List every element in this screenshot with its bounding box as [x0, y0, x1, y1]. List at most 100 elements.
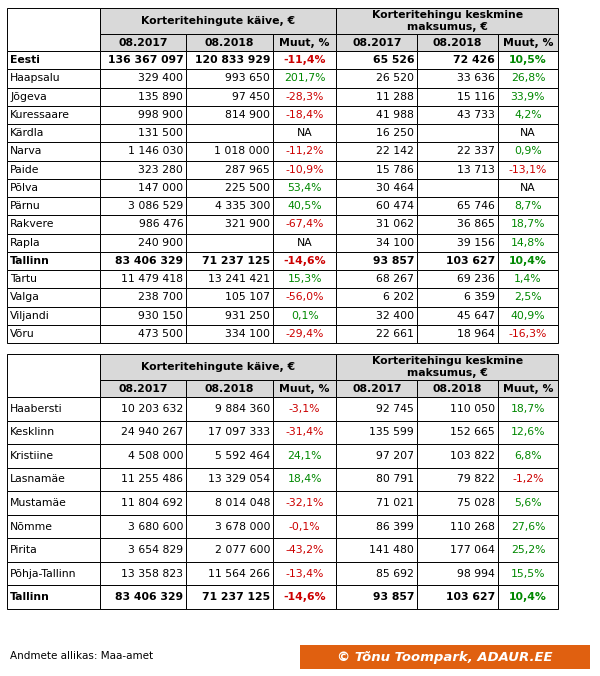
Bar — [417, 160, 498, 178]
Text: 201,7%: 201,7% — [284, 74, 325, 83]
Bar — [273, 562, 337, 585]
Bar — [187, 515, 273, 538]
Text: 18,4%: 18,4% — [287, 475, 322, 485]
Bar — [273, 515, 337, 538]
Bar — [100, 354, 337, 380]
Bar — [7, 538, 100, 562]
Text: Muut, %: Muut, % — [503, 383, 553, 393]
Text: 97 207: 97 207 — [376, 451, 414, 461]
Bar — [7, 178, 100, 197]
Text: 16 250: 16 250 — [376, 128, 414, 138]
Text: 36 865: 36 865 — [457, 220, 495, 229]
Text: 141 480: 141 480 — [370, 545, 414, 555]
Text: Paide: Paide — [10, 165, 40, 174]
Text: 86 399: 86 399 — [376, 522, 414, 531]
Bar — [187, 397, 273, 420]
Bar — [417, 380, 498, 397]
Text: Haapsalu: Haapsalu — [10, 74, 61, 83]
Text: Viljandi: Viljandi — [10, 311, 50, 320]
Bar — [337, 562, 417, 585]
Text: 27,6%: 27,6% — [511, 522, 545, 531]
Text: 1 146 030: 1 146 030 — [128, 147, 184, 156]
Bar — [498, 397, 558, 420]
Bar — [273, 585, 337, 609]
Text: 993 650: 993 650 — [225, 74, 270, 83]
Text: 103 627: 103 627 — [446, 256, 495, 266]
Text: 18,7%: 18,7% — [511, 220, 545, 229]
Text: 986 476: 986 476 — [139, 220, 184, 229]
Bar — [498, 306, 558, 324]
Bar — [498, 197, 558, 215]
Text: Kristiine: Kristiine — [10, 451, 54, 461]
Bar — [337, 105, 417, 124]
Text: Pirita: Pirita — [10, 545, 38, 555]
Bar — [498, 51, 558, 69]
Bar — [417, 105, 498, 124]
Bar — [7, 468, 100, 491]
Text: 11 804 692: 11 804 692 — [121, 498, 184, 508]
Text: 15,3%: 15,3% — [287, 274, 322, 284]
Bar — [337, 270, 417, 288]
Bar — [417, 251, 498, 270]
Text: 329 400: 329 400 — [139, 74, 184, 83]
Bar — [337, 585, 417, 609]
Text: -43,2%: -43,2% — [286, 545, 324, 555]
Bar — [7, 233, 100, 251]
Text: Muut, %: Muut, % — [503, 37, 553, 47]
Bar — [337, 538, 417, 562]
Bar — [100, 444, 187, 468]
Text: Põhja-Tallinn: Põhja-Tallinn — [10, 569, 77, 579]
Bar — [337, 288, 417, 306]
Text: 240 900: 240 900 — [138, 238, 184, 247]
Text: 08.2017: 08.2017 — [352, 37, 401, 47]
Bar — [273, 197, 337, 215]
Bar — [273, 380, 337, 397]
Bar — [100, 233, 187, 251]
Text: 92 745: 92 745 — [376, 404, 414, 414]
Text: 33 636: 33 636 — [457, 74, 495, 83]
Text: 25,2%: 25,2% — [511, 545, 545, 555]
Bar — [337, 491, 417, 515]
Bar — [417, 306, 498, 324]
Text: -13,4%: -13,4% — [286, 569, 324, 579]
Text: © Tõnu Toompark, ADAUR.EE: © Tõnu Toompark, ADAUR.EE — [337, 650, 553, 664]
Bar — [187, 215, 273, 233]
Text: 72 426: 72 426 — [453, 55, 495, 65]
Bar — [417, 420, 498, 444]
Text: -14,6%: -14,6% — [283, 256, 326, 266]
Bar — [417, 34, 498, 51]
Text: 31 062: 31 062 — [376, 220, 414, 229]
Bar — [7, 270, 100, 288]
Bar — [187, 420, 273, 444]
Text: 24 940 267: 24 940 267 — [121, 427, 184, 437]
Text: 39 156: 39 156 — [457, 238, 495, 247]
Text: 8,7%: 8,7% — [514, 201, 542, 211]
Bar — [100, 69, 187, 87]
Text: 32 400: 32 400 — [376, 311, 414, 320]
Text: -31,4%: -31,4% — [286, 427, 324, 437]
Text: 10 203 632: 10 203 632 — [121, 404, 184, 414]
Text: Valga: Valga — [10, 293, 40, 302]
Text: Narva: Narva — [10, 147, 43, 156]
Text: -3,1%: -3,1% — [289, 404, 320, 414]
Text: 65 746: 65 746 — [457, 201, 495, 211]
Text: -10,9%: -10,9% — [286, 165, 324, 174]
Text: 65 526: 65 526 — [373, 55, 414, 65]
Bar — [7, 288, 100, 306]
Text: -11,4%: -11,4% — [283, 55, 326, 65]
Text: 22 337: 22 337 — [457, 147, 495, 156]
Bar — [498, 380, 558, 397]
Bar — [498, 34, 558, 51]
Text: 152 665: 152 665 — [451, 427, 495, 437]
Bar — [7, 197, 100, 215]
Text: 3 678 000: 3 678 000 — [215, 522, 270, 531]
Bar — [7, 491, 100, 515]
Bar — [273, 288, 337, 306]
Bar — [100, 197, 187, 215]
Bar — [7, 8, 100, 51]
Text: 225 500: 225 500 — [225, 183, 270, 193]
Text: 08.2018: 08.2018 — [205, 383, 254, 393]
Text: 08.2018: 08.2018 — [205, 37, 254, 47]
Text: Korteritehingute käive, €: Korteritehingute käive, € — [141, 362, 295, 372]
Text: 0,1%: 0,1% — [291, 311, 319, 320]
